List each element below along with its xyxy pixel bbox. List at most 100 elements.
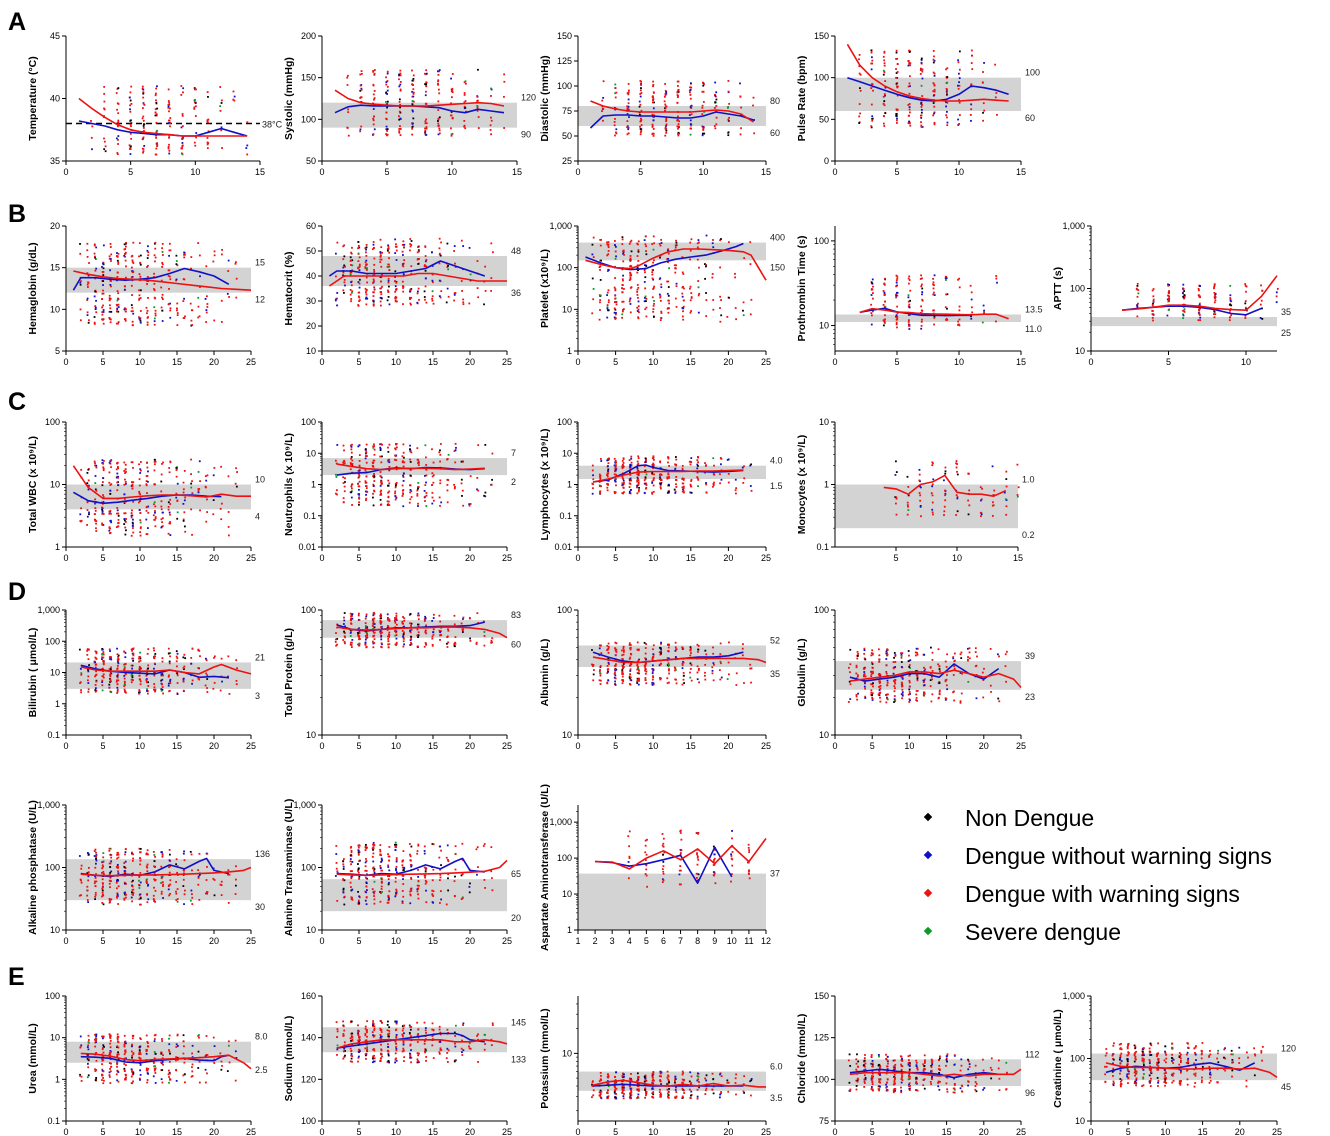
data-point bbox=[689, 241, 692, 244]
data-point bbox=[629, 259, 632, 262]
data-point bbox=[108, 294, 111, 297]
data-point bbox=[343, 632, 346, 634]
data-point bbox=[416, 301, 419, 304]
data-point bbox=[615, 461, 617, 464]
data-point bbox=[908, 62, 911, 65]
data-point bbox=[640, 92, 643, 94]
data-point bbox=[394, 290, 397, 293]
data-point bbox=[424, 277, 427, 280]
y-tick-label: 100 bbox=[557, 263, 572, 273]
data-point bbox=[431, 299, 434, 302]
data-point bbox=[614, 674, 617, 677]
data-point bbox=[943, 479, 945, 482]
data-point bbox=[599, 244, 602, 247]
data-point bbox=[205, 309, 208, 311]
data-point bbox=[101, 484, 104, 487]
data-point bbox=[666, 292, 669, 295]
data-point bbox=[366, 634, 369, 637]
data-point bbox=[613, 307, 616, 310]
data-point bbox=[394, 280, 396, 283]
data-point bbox=[602, 119, 604, 122]
data-point bbox=[344, 625, 346, 628]
data-point bbox=[1183, 295, 1186, 298]
data-point bbox=[373, 638, 376, 641]
data-point bbox=[896, 76, 899, 79]
data-point bbox=[921, 77, 924, 80]
data-point bbox=[636, 641, 639, 644]
data-point bbox=[622, 478, 625, 480]
data-point bbox=[599, 478, 602, 481]
data-point bbox=[366, 281, 369, 284]
data-point bbox=[468, 246, 471, 249]
data-point bbox=[169, 125, 171, 128]
data-point bbox=[956, 473, 959, 476]
data-point bbox=[410, 622, 413, 625]
data-point bbox=[607, 661, 610, 664]
data-point bbox=[882, 55, 885, 58]
data-point bbox=[101, 512, 104, 515]
data-point bbox=[372, 492, 374, 495]
data-point bbox=[357, 252, 360, 255]
y-axis-title: APTT (s) bbox=[1052, 267, 1064, 310]
data-point bbox=[932, 102, 935, 104]
data-point bbox=[132, 657, 135, 660]
data-point bbox=[411, 100, 414, 102]
data-point bbox=[154, 690, 156, 693]
data-point bbox=[614, 250, 617, 253]
data-point bbox=[453, 623, 456, 626]
data-point bbox=[1213, 291, 1216, 294]
data-point bbox=[365, 613, 368, 616]
data-point bbox=[607, 470, 609, 472]
data-point bbox=[371, 464, 374, 467]
data-point bbox=[469, 639, 472, 642]
data-point bbox=[161, 263, 164, 266]
data-point bbox=[651, 471, 654, 474]
data-point bbox=[154, 153, 157, 156]
data-point bbox=[884, 293, 886, 296]
data-point bbox=[183, 256, 186, 259]
data-point bbox=[416, 634, 419, 637]
data-point bbox=[146, 652, 149, 655]
data-point bbox=[175, 650, 178, 653]
x-tick-label: 0 bbox=[832, 167, 837, 177]
data-point bbox=[86, 524, 89, 526]
data-point bbox=[933, 84, 936, 87]
data-point bbox=[87, 688, 90, 691]
data-point bbox=[606, 254, 609, 257]
data-point bbox=[343, 281, 346, 284]
data-point bbox=[153, 272, 156, 275]
data-point bbox=[644, 459, 647, 462]
data-point bbox=[666, 249, 669, 252]
data-point bbox=[664, 127, 667, 130]
data-point bbox=[212, 687, 215, 690]
data-point bbox=[145, 518, 148, 521]
data-point bbox=[102, 467, 105, 470]
data-point bbox=[659, 677, 661, 679]
x-tick-label: 15 bbox=[428, 357, 438, 367]
data-point bbox=[394, 299, 397, 302]
data-point bbox=[131, 487, 134, 490]
data-point bbox=[896, 85, 899, 88]
data-point bbox=[101, 681, 104, 683]
data-point bbox=[190, 662, 193, 665]
data-point bbox=[335, 632, 337, 634]
data-point bbox=[411, 127, 414, 130]
data-point bbox=[701, 104, 704, 107]
data-point bbox=[677, 91, 680, 93]
data-point bbox=[696, 476, 699, 478]
data-point bbox=[629, 274, 632, 277]
data-point bbox=[103, 85, 106, 88]
data-point bbox=[740, 127, 742, 130]
data-point bbox=[659, 474, 661, 476]
data-point bbox=[703, 110, 706, 113]
data-point bbox=[350, 259, 352, 262]
data-point bbox=[130, 512, 133, 514]
data-point bbox=[933, 55, 935, 58]
data-point bbox=[116, 152, 119, 154]
data-point bbox=[335, 489, 338, 492]
data-point bbox=[139, 531, 142, 534]
data-point bbox=[130, 514, 133, 517]
data-point bbox=[870, 303, 873, 306]
data-point bbox=[366, 267, 368, 269]
data-point bbox=[614, 664, 616, 667]
